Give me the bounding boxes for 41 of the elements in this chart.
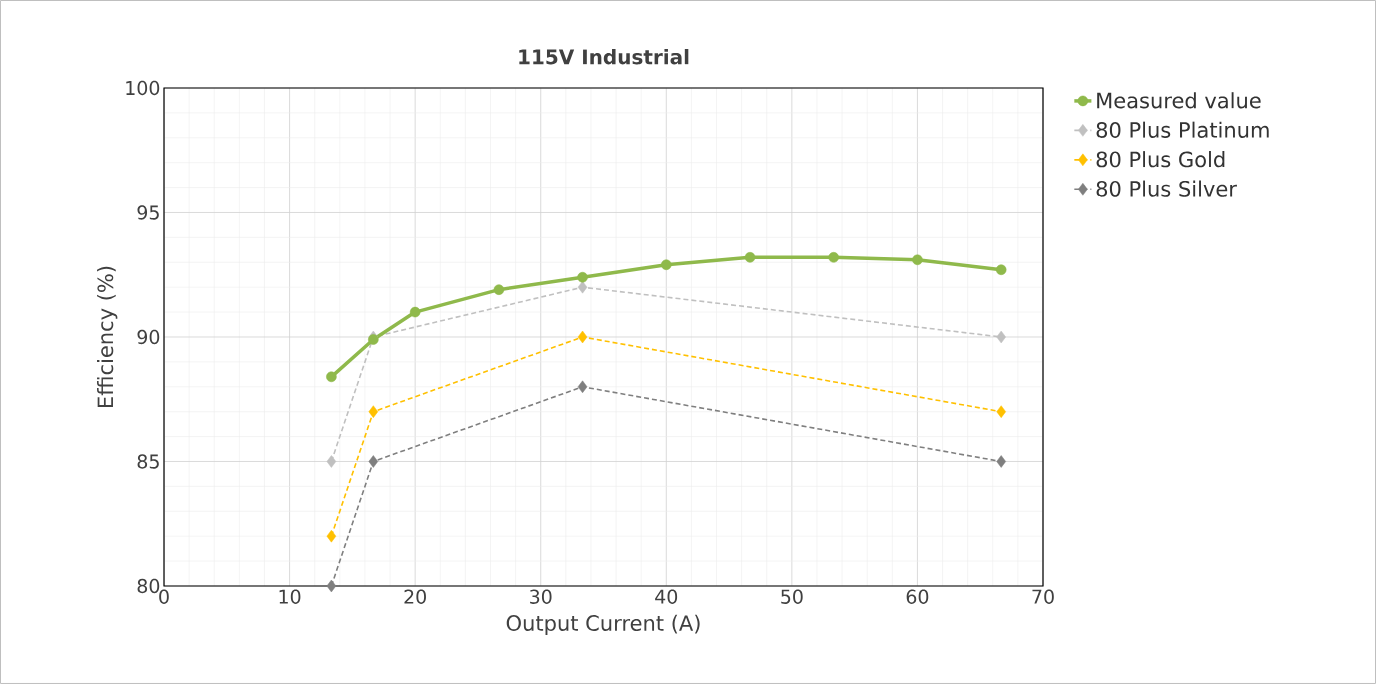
x-tick-label: 20	[404, 589, 426, 604]
point	[912, 254, 923, 266]
y-tick-label: 90	[137, 329, 160, 345]
legend-label: 80 Plus Silver	[1096, 180, 1237, 197]
point	[577, 280, 588, 294]
x-tick-label: 60	[906, 589, 929, 604]
point	[368, 405, 379, 418]
point	[368, 455, 379, 468]
y-tick-label: 100	[126, 80, 160, 96]
y-tick-label: 80	[137, 578, 160, 594]
point	[577, 330, 588, 344]
x-tick-label: 0	[159, 589, 169, 604]
x-tick-label: 50	[781, 589, 803, 604]
x-tick-label: 70	[1032, 589, 1054, 604]
point	[368, 334, 379, 345]
legend-label: Measured value	[1097, 92, 1261, 109]
point	[995, 264, 1007, 276]
point	[996, 405, 1006, 418]
x-axis-title: Output Current (A)	[506, 614, 700, 636]
x-tick-label: 40	[655, 589, 678, 604]
point	[326, 579, 337, 593]
point	[828, 252, 839, 263]
point	[577, 380, 588, 394]
point	[996, 455, 1006, 468]
point	[744, 252, 756, 263]
point	[493, 284, 505, 295]
point	[577, 271, 588, 283]
legend-label: 80 Plus Platinum	[1096, 121, 1269, 138]
x-tick-label: 10	[279, 589, 301, 604]
point	[326, 371, 337, 383]
point	[326, 529, 337, 543]
point	[996, 330, 1006, 344]
chart-title: 115V Industrial	[519, 48, 689, 65]
x-tick-label: 30	[530, 589, 552, 604]
y-tick-label: 95	[137, 205, 159, 220]
legend-label: 80 Plus Gold	[1096, 151, 1225, 168]
point	[409, 306, 421, 318]
y-axis-title: Efficiency (%)	[97, 266, 118, 408]
y-tick-label: 85	[137, 454, 159, 469]
point	[326, 455, 337, 468]
point	[661, 259, 672, 271]
